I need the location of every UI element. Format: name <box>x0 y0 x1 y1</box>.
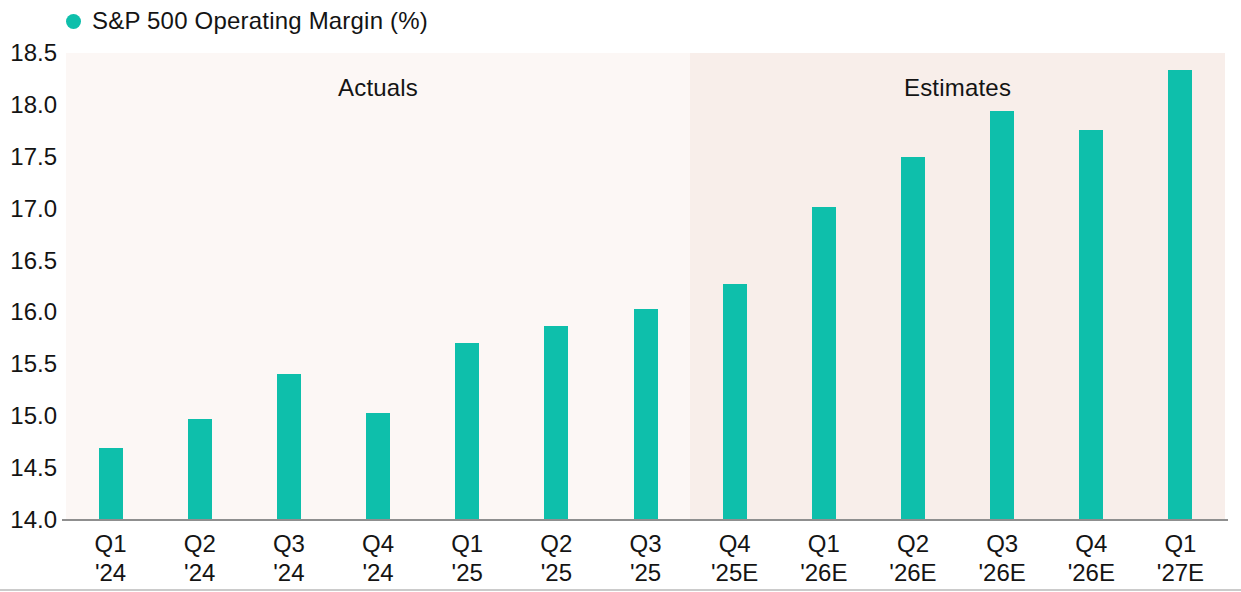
bottom-rule <box>0 589 1241 591</box>
operating-margin-chart: S&P 500 Operating Margin (%) Actuals Est… <box>0 0 1241 592</box>
x-axis-line <box>62 519 1228 521</box>
bar-slot <box>1136 53 1225 520</box>
x-tick-label: Q3'24 <box>244 529 333 587</box>
bar-slot <box>66 53 155 520</box>
bar-slot <box>333 53 422 520</box>
bar-slot <box>690 53 779 520</box>
bars-container <box>66 53 1225 520</box>
bar-q2-26e <box>901 157 925 520</box>
x-tick-label: Q1'26E <box>779 529 868 587</box>
bar-slot <box>155 53 244 520</box>
bar-slot <box>1047 53 1136 520</box>
x-tick-label: Q4'26E <box>1047 529 1136 587</box>
plot-area: Actuals Estimates <box>66 53 1225 520</box>
bar-slot <box>423 53 512 520</box>
bar-slot <box>244 53 333 520</box>
bar-slot <box>958 53 1047 520</box>
x-tick-label: Q2'25 <box>512 529 601 587</box>
x-tick-label: Q1'24 <box>66 529 155 587</box>
legend-label: S&P 500 Operating Margin (%) <box>92 7 428 35</box>
y-tick-label: 14.5 <box>0 454 57 482</box>
bar-slot <box>601 53 690 520</box>
legend: S&P 500 Operating Margin (%) <box>66 7 428 35</box>
bar-q2-25 <box>544 326 568 520</box>
bar-q3-25 <box>634 309 658 520</box>
bar-q4-24 <box>366 413 390 520</box>
y-tick-label: 17.5 <box>0 143 57 171</box>
bar-q4-26e <box>1079 130 1103 520</box>
y-tick-label: 18.5 <box>0 39 57 67</box>
bar-q4-25e <box>723 284 747 520</box>
bar-q3-26e <box>990 111 1014 520</box>
bar-slot <box>779 53 868 520</box>
bar-q3-24 <box>277 374 301 520</box>
y-tick-label: 18.0 <box>0 91 57 119</box>
x-tick-label: Q4'24 <box>333 529 422 587</box>
y-axis: 14.014.515.015.516.016.517.017.518.018.5 <box>0 53 57 520</box>
x-tick-label: Q2'24 <box>155 529 244 587</box>
bar-q1-24 <box>99 448 123 520</box>
y-tick-label: 15.5 <box>0 350 57 378</box>
x-tick-label: Q4'25E <box>690 529 779 587</box>
bar-q1-25 <box>455 343 479 521</box>
legend-marker-icon <box>66 14 81 29</box>
bar-q1-26e <box>812 207 836 520</box>
x-tick-label: Q1'25 <box>423 529 512 587</box>
y-tick-label: 16.0 <box>0 298 57 326</box>
y-tick-label: 16.5 <box>0 247 57 275</box>
x-tick-label: Q3'26E <box>958 529 1047 587</box>
bar-q1-27e <box>1168 70 1192 520</box>
x-tick-label: Q1'27E <box>1136 529 1225 587</box>
x-axis: Q1'24Q2'24Q3'24Q4'24Q1'25Q2'25Q3'25Q4'25… <box>66 529 1225 587</box>
y-tick-label: 15.0 <box>0 402 57 430</box>
y-tick-label: 14.0 <box>0 506 57 534</box>
bar-slot <box>868 53 957 520</box>
x-tick-label: Q3'25 <box>601 529 690 587</box>
y-tick-label: 17.0 <box>0 195 57 223</box>
bar-q2-24 <box>188 419 212 520</box>
x-tick-label: Q2'26E <box>868 529 957 587</box>
bar-slot <box>512 53 601 520</box>
